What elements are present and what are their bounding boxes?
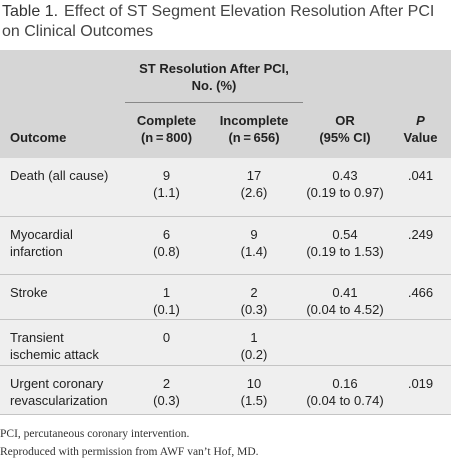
cell-line: ischemic attack: [10, 347, 99, 362]
table-cell: 10 (1.5): [208, 375, 300, 409]
table-cell: 1 (0.1): [125, 284, 208, 318]
cell-line: revascularization: [10, 393, 108, 408]
table-row: Transient ischemic attack 0 1 (0.2): [0, 320, 451, 366]
cell-line: 0.43: [332, 168, 358, 183]
cell-line: (0.1): [153, 302, 180, 317]
cell-line: .249: [407, 227, 434, 242]
cell-line: 0: [162, 330, 171, 345]
header-line: Complete: [136, 113, 197, 128]
cell-line: 2: [250, 285, 258, 300]
table-cell: 2 (0.3): [208, 284, 300, 318]
header-line: Value: [403, 130, 438, 145]
table-cell: Stroke: [10, 284, 125, 301]
table-cell: 1 (0.2): [208, 329, 300, 363]
cell-line: (1.5): [240, 393, 268, 408]
header-line: Incomplete: [219, 113, 289, 128]
header-line: (n = 800): [140, 130, 193, 145]
cell-line: (0.3): [240, 302, 268, 317]
column-header: P Value: [390, 112, 451, 146]
column-header: Complete (n = 800): [125, 112, 208, 146]
cell-line: (0.19 to 1.53): [306, 244, 384, 259]
title-text: Effect of ST Segment Elevation Resolutio…: [2, 3, 435, 40]
cell-line: infarction: [10, 244, 63, 259]
table-cell: Urgent coronary revascularization: [10, 375, 125, 409]
table-row: Death (all cause) 9 (1.1) 17 (2.6) 0.43 (0.19 …: [0, 158, 451, 217]
table-title: Table 1. Effect of ST Segment Elevation R…: [2, 2, 450, 42]
group-header-line: ST Resolution After PCI,: [139, 61, 289, 76]
cell-line: (0.04 to 4.52): [306, 302, 384, 317]
cell-line: 9: [250, 227, 258, 242]
table-cell: 9 (1.4): [208, 226, 300, 260]
table-cell: 0.16 (0.04 to 0.74): [300, 375, 390, 409]
footnote: Reproduced with permission from AWF van’…: [0, 446, 259, 458]
table-cell: Transient ischemic attack: [10, 329, 125, 363]
header-line: P: [416, 113, 425, 128]
cell-line: .466: [407, 285, 434, 300]
table-cell: 2 (0.3): [125, 375, 208, 409]
cell-line: (1.4): [240, 244, 268, 259]
cell-line: 0.54: [332, 227, 358, 242]
column-header: Outcome: [10, 129, 125, 146]
cell-line: Myocardial: [10, 227, 73, 242]
cell-line: (0.2): [240, 347, 268, 362]
cell-line: 1: [250, 330, 258, 345]
header-line: (n = 656): [228, 130, 280, 145]
table-cell: 9 (1.1): [125, 167, 208, 201]
cell-line: 6: [162, 227, 171, 242]
column-header: Incomplete (n = 656): [208, 112, 300, 146]
cell-line: 0.41: [332, 285, 358, 300]
cell-line: 10: [246, 376, 262, 391]
footnote: PCI, percutaneous coronary intervention.: [0, 428, 190, 440]
table-cell: 0.41 (0.04 to 4.52): [300, 284, 390, 318]
cell-line: (1.1): [153, 185, 180, 200]
table-cell: 17 (2.6): [208, 167, 300, 201]
table-cell: .466: [390, 284, 451, 301]
header-line: OR: [335, 113, 355, 128]
cell-line: (0.8): [153, 244, 180, 259]
table-row: Stroke 1 (0.1) 2 (0.3) 0.41 (0.04 to 4.52) .466: [0, 275, 451, 320]
table-cell: Death (all cause): [10, 167, 125, 184]
table-header: ST Resolution After PCI, No. (%) Outcome C…: [0, 50, 451, 158]
cell-line: Stroke: [10, 285, 48, 300]
group-header: ST Resolution After PCI, No. (%): [125, 60, 303, 94]
title-label: Table 1.: [2, 3, 59, 20]
cell-line: (0.04 to 0.74): [306, 393, 384, 408]
cell-line: (2.6): [240, 185, 268, 200]
table-cell: 6 (0.8): [125, 226, 208, 260]
table-cell: Myocardial infarction: [10, 226, 125, 260]
cell-line: 2: [162, 376, 171, 391]
group-rule: [125, 102, 303, 103]
table-cell: .041: [390, 167, 451, 184]
cell-line: .019: [407, 376, 434, 391]
cell-line: Transient: [10, 330, 64, 345]
table-row: Myocardial infarction 6 (0.8) 9 (1.4) 0.54 (0.1…: [0, 217, 451, 275]
cell-line: .041: [407, 168, 434, 183]
header-line: Outcome: [10, 130, 67, 145]
cell-line: 0.16: [332, 376, 358, 391]
table-cell: .019: [390, 375, 451, 392]
group-header-line: No. (%): [191, 78, 237, 93]
table-cell: 0.43 (0.19 to 0.97): [300, 167, 390, 201]
cell-line: 9: [162, 168, 171, 183]
cell-line: 17: [246, 168, 262, 183]
column-header: OR (95% CI): [300, 112, 390, 146]
table-cell: .249: [390, 226, 451, 243]
cell-line: Death (all cause): [10, 168, 109, 183]
cell-line: 1: [162, 285, 171, 300]
table-cell: 0.54 (0.19 to 1.53): [300, 226, 390, 260]
cell-line: (0.3): [153, 393, 180, 408]
table-row: Urgent coronary revascularization 2 (0.3) 10…: [0, 366, 451, 415]
header-line: (95% CI): [319, 130, 371, 145]
cell-line: (0.19 to 0.97): [306, 185, 384, 200]
cell-line: Urgent coronary: [10, 376, 104, 391]
table-cell: 0: [125, 329, 208, 346]
